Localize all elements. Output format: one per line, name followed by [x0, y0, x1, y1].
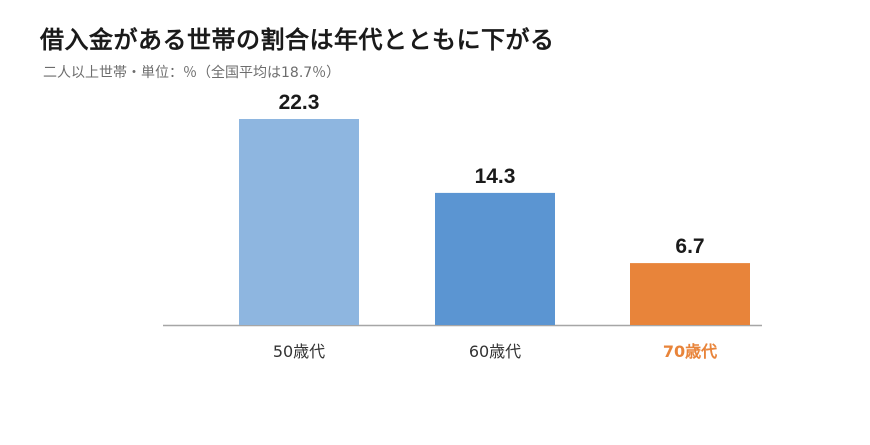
bar-1	[239, 119, 359, 325]
chart-title: 借入金がある世帯の割合は年代とともに下がる	[40, 26, 555, 54]
bar-2	[435, 192, 555, 325]
category-label-1: 50歳代	[273, 342, 325, 361]
value-label-3: 6.7	[675, 235, 704, 258]
category-label-2: 60歳代	[469, 342, 521, 361]
bar-3	[630, 263, 750, 325]
category-label-3: 70歳代	[663, 342, 717, 361]
value-label-2: 14.3	[475, 165, 516, 188]
value-label-1: 22.3	[279, 91, 320, 114]
chart-subtitle: 二人以上世帯・単位：％（全国平均は18.7％）	[43, 65, 341, 81]
